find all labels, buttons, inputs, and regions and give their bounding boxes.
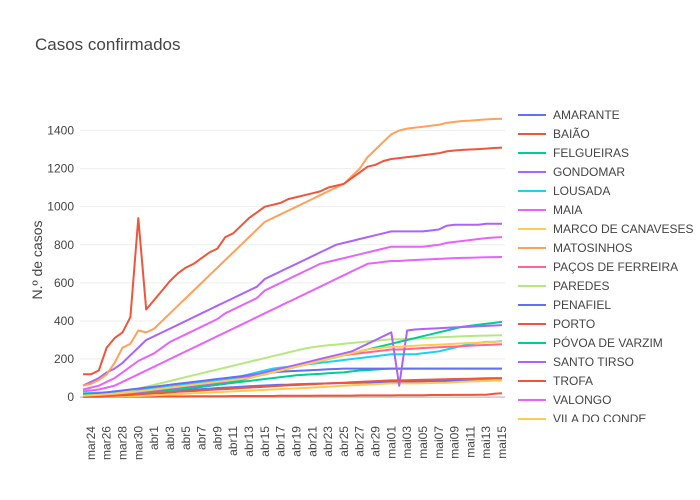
x-tick-label: mai05	[416, 426, 430, 459]
legend-item[interactable]: AMARANTE	[518, 108, 620, 122]
legend-item[interactable]: FELGUEIRAS	[518, 146, 629, 160]
y-tick-label: 1000	[47, 200, 74, 214]
chart-title: Casos confirmados	[35, 35, 181, 54]
y-tick-label: 400	[54, 314, 74, 328]
legend-item[interactable]: VALONGO	[518, 393, 611, 407]
legend-label: AMARANTE	[553, 108, 620, 122]
legend-label: MATOSINHOS	[553, 241, 633, 255]
legend-items: AMARANTE BAIÃO FELGUEIRAS GONDOMAR LOUSADA MA…	[518, 108, 693, 426]
series-line[interactable]	[83, 392, 503, 398]
y-gridlines	[80, 129, 505, 398]
x-tick-label: abr27	[353, 426, 367, 457]
x-tick-label: mar30	[131, 426, 145, 460]
legend-label: MARCO DE CANAVESES	[553, 222, 693, 236]
legend-label: GONDOMAR	[553, 165, 625, 179]
x-tick-label: abr13	[242, 426, 256, 457]
x-tick-label: mar28	[116, 426, 130, 460]
x-tick-label: abr3	[163, 426, 177, 450]
series-line[interactable]	[82, 256, 503, 393]
legend-item[interactable]: LOUSADA	[518, 184, 610, 198]
y-tick-label: 0	[67, 390, 74, 404]
legend-label: BAIÃO	[553, 127, 590, 141]
y-axis-ticks: 0 200 400 600 800 1000 1200 1400	[47, 123, 74, 404]
x-tick-label: mar24	[84, 426, 98, 460]
x-tick-label: mai11	[463, 426, 477, 458]
x-tick-label: mai09	[448, 426, 462, 459]
legend-label: SANTO TIRSO	[553, 355, 634, 369]
x-tick-label: mai15	[495, 426, 509, 459]
x-tick-label: abr9	[210, 426, 224, 450]
x-tick-label: mai01	[384, 426, 398, 459]
y-tick-label: 200	[54, 352, 74, 366]
legend-label: PORTO	[553, 317, 595, 331]
legend-item[interactable]: VILA DO CONDE	[518, 412, 646, 426]
x-axis-ticks: mar24 mar26 mar28 mar30 abr1 abr3 abr5 abr7 abr9…	[84, 426, 509, 460]
legend-item[interactable]: BAIÃO	[518, 127, 590, 141]
plot-area	[82, 117, 503, 398]
legend-label: VALONGO	[553, 393, 611, 407]
x-tick-label: abr25	[337, 426, 351, 457]
legend-label: PAÇOS DE FERREIRA	[553, 260, 678, 274]
legend-label: MAIA	[553, 203, 582, 217]
x-tick-label: abr23	[321, 426, 335, 457]
legend-label: PÓVOA DE VARZIM	[553, 335, 663, 350]
series-line[interactable]	[82, 340, 503, 397]
legend-label: FELGUEIRAS	[553, 146, 629, 160]
series-line[interactable]	[82, 334, 503, 397]
legend-label: VILA DO CONDE	[553, 412, 646, 426]
x-tick-label: abr29	[369, 426, 383, 457]
y-tick-label: 600	[54, 276, 74, 290]
y-tick-label: 1200	[47, 162, 74, 176]
legend-item[interactable]: PENAFIEL	[518, 298, 611, 312]
x-tick-label: abr21	[305, 426, 319, 457]
legend-label: PENAFIEL	[553, 298, 611, 312]
series-line[interactable]	[82, 236, 503, 391]
legend-item[interactable]: PÓVOA DE VARZIM	[518, 335, 663, 350]
x-tick-label: abr15	[258, 426, 272, 457]
legend-item[interactable]: TROFA	[518, 374, 593, 388]
legend-item[interactable]: PAÇOS DE FERREIRA	[518, 260, 678, 274]
y-tick-label: 800	[54, 238, 74, 252]
x-tick-label: mar26	[100, 426, 114, 460]
y-axis-title: N.º de casos	[29, 220, 45, 299]
x-tick-label: abr17	[274, 426, 288, 457]
series-line[interactable]	[82, 117, 503, 387]
series-line[interactable]	[82, 377, 502, 398]
series-line[interactable]	[82, 222, 502, 387]
legend-item[interactable]: PAREDES	[518, 279, 609, 293]
series-line[interactable]	[83, 379, 503, 398]
legend[interactable]: AMARANTE BAIÃO FELGUEIRAS GONDOMAR LOUSADA MA…	[518, 108, 693, 426]
x-tick-label: abr19	[289, 426, 303, 457]
legend-item[interactable]: GONDOMAR	[518, 165, 625, 179]
x-tick-label: mai13	[479, 426, 493, 459]
series-line[interactable]	[82, 367, 502, 396]
x-tick-label: mai03	[400, 426, 414, 459]
legend-label: TROFA	[553, 374, 593, 388]
series-line[interactable]	[83, 146, 503, 376]
legend-label: LOUSADA	[553, 184, 610, 198]
legend-item[interactable]: MATOSINHOS	[518, 241, 633, 255]
x-tick-label: abr1	[147, 426, 161, 450]
legend-label: PAREDES	[553, 279, 609, 293]
x-tick-label: abr5	[179, 426, 193, 450]
legend-item[interactable]: MARCO DE CANAVESES	[518, 222, 693, 236]
y-tick-label: 1400	[47, 123, 74, 137]
legend-item[interactable]: SANTO TIRSO	[518, 355, 634, 369]
x-tick-label: mai07	[432, 426, 446, 459]
x-tick-label: abr11	[226, 426, 240, 456]
x-tick-label: abr7	[195, 426, 209, 450]
legend-item[interactable]: MAIA	[518, 203, 582, 217]
legend-item[interactable]: PORTO	[518, 317, 595, 331]
